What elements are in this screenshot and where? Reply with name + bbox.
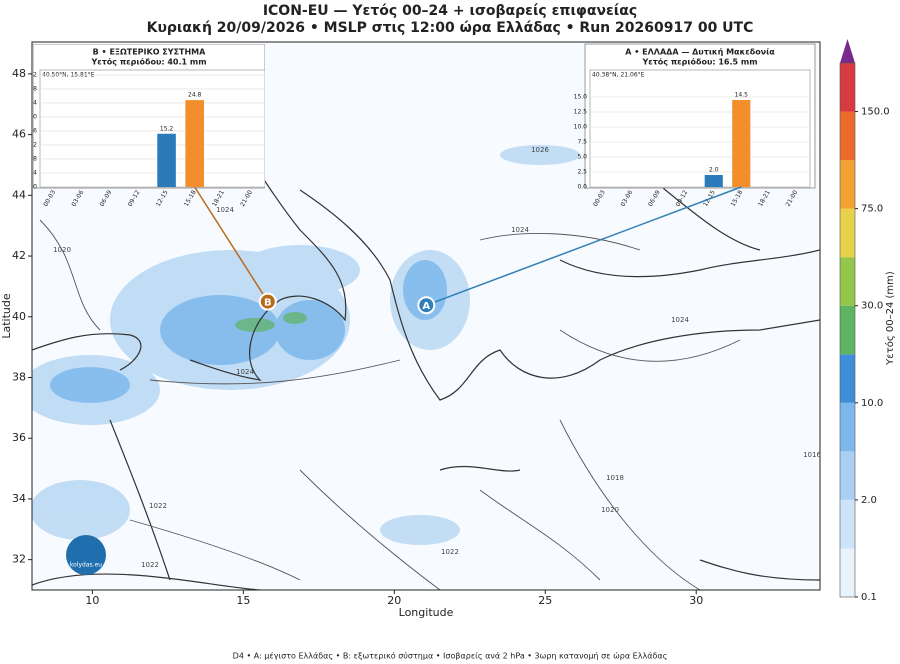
colorbar-band [840, 305, 855, 355]
inset-plot [589, 69, 811, 188]
isobar-label: 1018 [606, 474, 624, 482]
x-tick-label: 30 [689, 594, 703, 607]
x-tick-label: 20 [387, 594, 401, 607]
colorbar-band [840, 548, 855, 597]
isobar-label: 1020 [53, 246, 71, 254]
inset-y-tick-label: 12 [29, 141, 37, 148]
bar-value-label: 15.2 [160, 125, 174, 132]
map-frame [31, 41, 821, 591]
inset-y-tick-label: 5.0 [577, 154, 587, 161]
colorbar-tick-label: 150.0 [861, 107, 890, 118]
inset-plot [39, 69, 265, 188]
colorbar-tick-label: 30.0 [861, 301, 883, 312]
inset-y-tick-label: 7.5 [577, 139, 587, 146]
isobar-label: 1024 [671, 316, 689, 324]
colorbar-band [840, 451, 855, 500]
location-marker-label: B [264, 298, 272, 309]
inset-subtitle: Υετός περιόδου: 40.1 mm [90, 57, 206, 67]
bar [185, 100, 204, 187]
isobar-label: 1020 [601, 506, 619, 514]
bar-value-label: 14.5 [735, 92, 749, 99]
y-tick-label: 46 [12, 128, 26, 141]
inset-title: B • ΕΞΩΤΕΡΙΚΟ ΣΥΣΤΗΜΑ [93, 48, 206, 57]
inset-subtitle: Υετός περιόδου: 16.5 mm [641, 57, 757, 67]
x-tick-label: 10 [85, 594, 99, 607]
bar-value-label: 24.8 [188, 92, 202, 99]
x-tick-label: 25 [538, 594, 552, 607]
colorbar-band [840, 63, 855, 112]
y-tick-label: 34 [12, 492, 26, 505]
colorbar-band [840, 499, 855, 549]
colorbar-extend [840, 39, 855, 63]
y-tick-label: 48 [12, 67, 26, 80]
inset-y-tick-label: 4 [33, 169, 37, 176]
inset-y-tick-label: 0.0 [577, 184, 587, 191]
inset-y-tick-label: 32 [29, 71, 37, 78]
logo-badge [66, 535, 106, 575]
location-marker-label: Α [422, 301, 430, 312]
x-axis-label: Longitude [399, 606, 454, 619]
colorbar-tick-label: 75.0 [861, 204, 883, 215]
location-marker [417, 296, 436, 315]
colorbar-band [840, 111, 855, 161]
bar [732, 100, 751, 187]
isobar-label: 1024 [511, 226, 529, 234]
colorbar-band [840, 354, 855, 403]
y-axis-label: Latitude [0, 293, 13, 339]
inset-y-tick-label: 8 [33, 155, 37, 162]
y-tick-label: 36 [12, 431, 26, 444]
colorbar-tick-label: 0.1 [861, 592, 877, 603]
colorbar-band [840, 257, 855, 306]
isobar-label: 1024 [236, 368, 254, 376]
inset-y-tick-label: 15.0 [574, 94, 588, 101]
subtitle: Κυριακή 20/09/2026 • MSLP στις 12:00 ώρα… [147, 20, 754, 36]
y-tick-label: 32 [12, 553, 26, 566]
location-marker [258, 292, 277, 311]
leader-line [194, 186, 269, 302]
colorbar-band [840, 402, 855, 452]
bar [704, 175, 723, 187]
y-tick-label: 40 [12, 310, 26, 323]
inset-coords: 40.38°N, 21.06°E [592, 72, 645, 79]
colorbar-tick-label: 10.0 [861, 398, 883, 409]
leader-line [426, 186, 742, 306]
inset-y-tick-label: 20 [29, 113, 37, 120]
y-tick-label: 44 [12, 188, 26, 201]
colorbar-frame [839, 62, 856, 598]
isobar-label: 1026 [531, 146, 549, 154]
x-tick-label: 15 [236, 594, 250, 607]
bar-value-label: 2.0 [709, 167, 719, 174]
inset-y-tick-label: 24 [29, 99, 37, 106]
isobar-label: 1022 [141, 561, 159, 569]
inset-y-tick-label: 16 [29, 127, 37, 134]
logo-text: kolydas.eu [70, 562, 102, 569]
title: ICON-EU — Υετός 00–24 + ισοβαρείς επιφαν… [263, 3, 637, 19]
inset-title: Α • ΕΛΛΑΔΑ — Δυτική Μακεδονία [625, 47, 775, 57]
isobar-label: 1016 [803, 451, 821, 459]
inset-y-tick-label: 28 [29, 85, 37, 92]
isobar-label: 1022 [441, 548, 459, 556]
colorbar-label: Υετός 00–24 (mm) [884, 271, 896, 366]
inset-y-tick-label: 2.5 [577, 169, 587, 176]
colorbar-band [840, 160, 855, 209]
colorbar-band [840, 208, 855, 258]
inset-y-tick-label: 0 [33, 184, 37, 191]
inset-y-tick-label: 12.5 [574, 109, 588, 116]
footer: D4 • A: μέγιστο Ελλάδας • B: εξωτερικό σ… [233, 651, 668, 661]
y-tick-label: 38 [12, 370, 26, 383]
isobar-label: 1022 [149, 502, 167, 510]
colorbar-tick-label: 2.0 [861, 495, 877, 506]
y-tick-label: 42 [12, 249, 26, 262]
inset-y-tick-label: 10.0 [574, 124, 588, 131]
bar [157, 133, 176, 187]
isobar-label: 1024 [216, 206, 234, 214]
